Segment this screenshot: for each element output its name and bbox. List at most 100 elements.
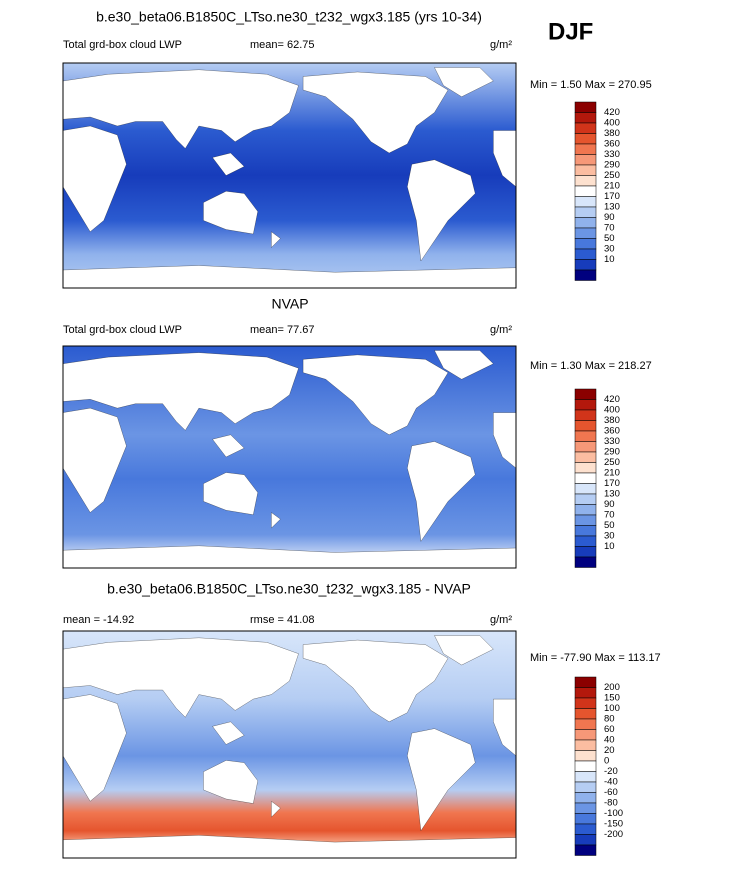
continent	[63, 835, 516, 858]
colorbar-label: 250	[604, 457, 620, 468]
colorbar-box	[574, 546, 597, 558]
continent	[63, 70, 299, 149]
stat-label: mean= 62.75	[250, 39, 315, 51]
continent	[63, 695, 126, 802]
colorbar-box	[574, 441, 597, 453]
colorbar-box	[574, 483, 597, 495]
minmax-label: Min = 1.50 Max = 270.95	[530, 79, 652, 91]
colorbar-box	[574, 556, 597, 568]
colorbar-box	[574, 687, 597, 699]
colorbar-label: 30	[604, 531, 615, 542]
continent	[493, 699, 516, 756]
colorbar-box	[574, 269, 597, 281]
colorbar-box	[574, 388, 597, 400]
panel-title: b.e30_beta06.B1850C_LTso.ne30_t232_wgx3.…	[96, 9, 482, 25]
colorbar-box	[574, 792, 597, 804]
colorbar-box	[574, 771, 597, 783]
colorbar-label: 70	[604, 510, 615, 521]
colorbar-box	[574, 676, 597, 688]
colorbar-box	[574, 259, 597, 271]
colorbar-box	[574, 535, 597, 547]
colorbar-label: 10	[604, 254, 615, 265]
colorbar-box	[574, 196, 597, 208]
continent	[63, 126, 126, 232]
continent	[203, 760, 257, 803]
colorbar-label: 20	[604, 745, 615, 756]
colorbar-box	[574, 813, 597, 825]
colorbar-box	[574, 823, 597, 835]
colorbar-box	[574, 217, 597, 229]
map	[63, 63, 516, 288]
map-frame	[62, 630, 517, 859]
continent	[434, 636, 493, 666]
colorbar-label: 0	[604, 756, 609, 767]
continent	[63, 408, 126, 512]
colorbar-label: -40	[604, 777, 618, 788]
continent	[63, 638, 299, 717]
colorbar-label: 360	[604, 139, 620, 150]
continent	[212, 722, 244, 745]
units-label: g/m²	[490, 614, 512, 626]
colorbar-label: 400	[604, 405, 620, 416]
colorbar-box	[574, 206, 597, 218]
colorbar-box	[574, 133, 597, 145]
panel-title: b.e30_beta06.B1850C_LTso.ne30_t232_wgx3.…	[107, 581, 471, 597]
colorbar-box	[574, 399, 597, 411]
continent	[493, 413, 516, 469]
colorbar-box	[574, 175, 597, 187]
colorbar-box	[574, 697, 597, 709]
colorbar-label: 30	[604, 244, 615, 255]
colorbar-box	[574, 750, 597, 762]
colorbar-box	[574, 802, 597, 814]
continent	[303, 355, 448, 435]
colorbar-box	[574, 185, 597, 197]
colorbar-box	[574, 504, 597, 516]
colorbar-label: 210	[604, 468, 620, 479]
colorbar-label: 420	[604, 394, 620, 405]
colorbar-box	[574, 760, 597, 772]
map-frame	[62, 345, 517, 569]
continent	[407, 729, 475, 831]
map	[63, 631, 516, 858]
colorbar-label: 90	[604, 499, 615, 510]
continent	[203, 191, 257, 234]
colorbar-label: 200	[604, 682, 620, 693]
colorbar-label: 380	[604, 128, 620, 139]
colorbar-label: -20	[604, 766, 618, 777]
colorbar-label: -60	[604, 787, 618, 798]
colorbar-box	[574, 112, 597, 124]
colorbar-label: 330	[604, 436, 620, 447]
colorbar-box	[574, 844, 597, 856]
colorbar-box	[574, 154, 597, 166]
colorbar-label: 380	[604, 415, 620, 426]
colorbar-label: 70	[604, 223, 615, 234]
continent	[407, 160, 475, 261]
colorbar-label: 130	[604, 489, 620, 500]
colorbar-label: 290	[604, 160, 620, 171]
colorbar-box	[574, 834, 597, 846]
units-label: g/m²	[490, 39, 512, 51]
colorbar-box	[574, 729, 597, 741]
continent	[493, 131, 516, 187]
colorbar-box	[574, 781, 597, 793]
colorbar-label: -100	[604, 808, 623, 819]
colorbar-label: 290	[604, 447, 620, 458]
colorbar-label: 80	[604, 714, 615, 725]
map-frame	[62, 62, 517, 289]
continent	[271, 513, 280, 529]
colorbar-label: 60	[604, 724, 615, 735]
colorbar-label: -80	[604, 798, 618, 809]
colorbar-box	[574, 430, 597, 442]
continent	[303, 640, 448, 722]
colorbar-label: 90	[604, 212, 615, 223]
field-label: Total grd-box cloud LWP	[63, 39, 182, 51]
colorbar-label: 100	[604, 703, 620, 714]
colorbar-box	[574, 420, 597, 432]
map	[63, 346, 516, 568]
field-label: Total grd-box cloud LWP	[63, 324, 182, 336]
colorbar-label: 170	[604, 478, 620, 489]
colorbar-label: 210	[604, 181, 620, 192]
colorbar-box	[574, 472, 597, 484]
colorbar-box	[574, 525, 597, 537]
